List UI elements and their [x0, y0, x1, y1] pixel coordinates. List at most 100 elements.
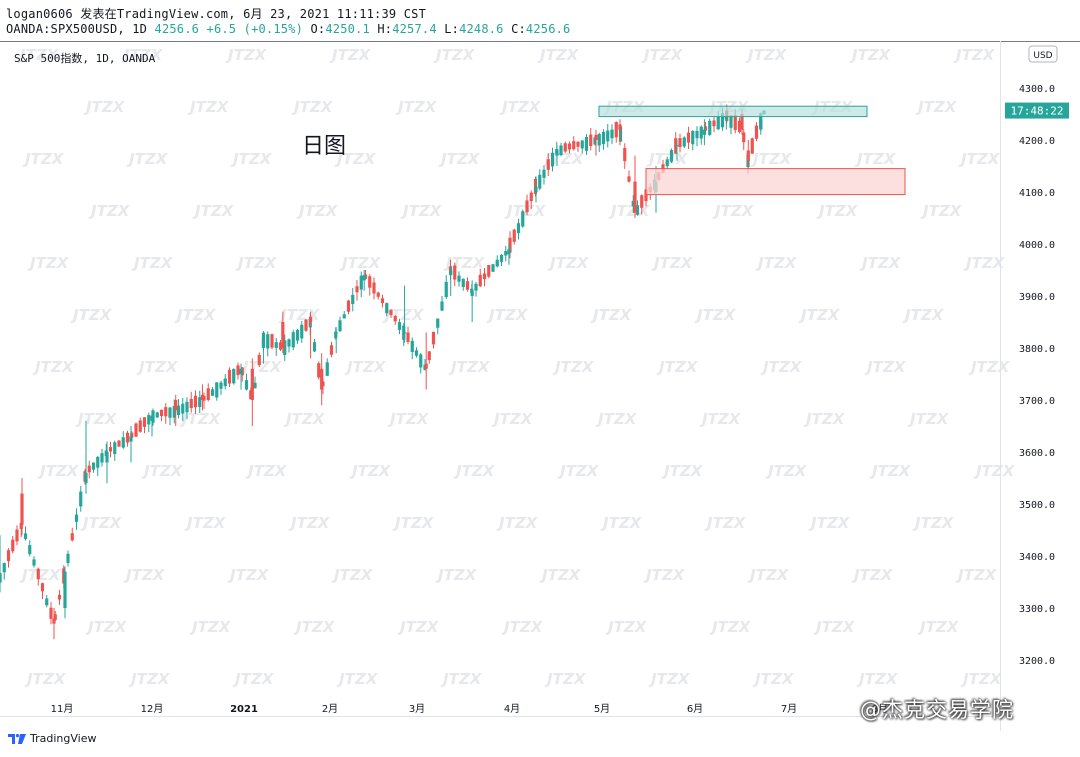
jtzx-watermark: JTZX: [245, 462, 288, 480]
jtzx-watermark: JTZX: [590, 306, 633, 324]
jtzx-watermark: JTZX: [227, 566, 270, 584]
tradingview-logo-icon: [8, 733, 26, 744]
candle: [96, 456, 100, 476]
candle: [487, 264, 491, 279]
price-tick-label: 3600.0: [1019, 448, 1055, 459]
candle: [20, 478, 24, 536]
jtzx-watermark: JTZX: [851, 566, 894, 584]
jtzx-watermark: JTZX: [136, 358, 179, 376]
candle: [601, 129, 606, 150]
candle: [281, 311, 285, 354]
candle: [49, 602, 53, 625]
candle: [117, 439, 121, 447]
candle: [87, 460, 91, 479]
candle: [449, 264, 453, 296]
price-tick-label: 3200.0: [1019, 656, 1055, 667]
candle: [181, 397, 185, 422]
candle: [206, 383, 210, 402]
currency-badge[interactable]: USD: [1028, 45, 1058, 63]
jtzx-watermark: JTZX: [448, 358, 491, 376]
time-tick-label: 3月: [409, 703, 425, 715]
candle: [729, 114, 733, 135]
jtzx-watermark: JTZX: [798, 306, 841, 324]
candle: [351, 287, 355, 312]
resistance-zone[interactable]: [598, 105, 868, 118]
jtzx-watermark: JTZX: [915, 98, 958, 116]
jtzx-watermark: JTZX: [747, 566, 790, 584]
candle: [699, 125, 703, 145]
candle: [70, 527, 74, 542]
candle: [91, 462, 96, 473]
candle: [559, 142, 563, 157]
candle: [142, 417, 147, 434]
jtzx-watermark: JTZX: [192, 202, 235, 220]
candle: [402, 285, 407, 343]
candle: [453, 262, 457, 287]
price-tick-label: 3900.0: [1019, 292, 1055, 303]
time-axis[interactable]: 11月 12月 2021 2月 3月 4月 5月 6月 7月 8月: [51, 703, 889, 715]
candle: [635, 200, 640, 216]
candle: [338, 316, 342, 332]
candle: [325, 358, 329, 377]
jtzx-watermark: JTZX: [699, 410, 742, 428]
time-tick-label: 6月: [687, 703, 703, 715]
jtzx-watermark: JTZX: [184, 514, 227, 532]
publish-info: logan0606 发表在TradingView.com, 6月 23, 202…: [6, 7, 427, 21]
candle: [129, 426, 133, 463]
candle: [210, 387, 215, 396]
jtzx-watermark: JTZX: [75, 410, 118, 428]
candle: [329, 341, 334, 358]
candle: [342, 310, 346, 319]
candle: [215, 382, 219, 401]
candle: [424, 332, 428, 390]
candle: [742, 129, 746, 151]
candle: [627, 170, 631, 183]
candle: [147, 412, 151, 433]
support-zone[interactable]: [645, 168, 906, 196]
jtzx-watermark: JTZX: [712, 202, 755, 220]
candle: [253, 376, 257, 389]
jtzx-watermark: JTZX: [963, 254, 1006, 272]
jtzx-watermark: JTZX: [496, 514, 539, 532]
tradingview-footer[interactable]: TradingView: [8, 732, 96, 745]
high-label: H:: [377, 22, 393, 36]
jtzx-watermark: JTZX: [17, 46, 60, 64]
jtzx-watermark: JTZX: [392, 514, 435, 532]
candle: [150, 410, 154, 437]
candle: [176, 399, 181, 419]
candle: [261, 332, 266, 364]
candle: [669, 148, 674, 163]
candle: [320, 353, 324, 406]
jtzx-watermark: JTZX: [141, 462, 184, 480]
candle: [695, 126, 699, 147]
jtzx-watermark: JTZX: [955, 566, 998, 584]
candle: [682, 136, 686, 149]
candle: [594, 129, 598, 156]
price-axis[interactable]: 4300.0 4200.0 4100.0 4000.0 3900.0 3800.0 3700…: [1019, 84, 1055, 667]
time-tick-label: 11月: [51, 703, 74, 715]
candle: [346, 299, 351, 315]
zones-layer: [598, 105, 906, 196]
jtzx-watermark: JTZX: [605, 618, 648, 636]
jtzx-watermark: JTZX: [745, 46, 788, 64]
candle: [521, 209, 525, 228]
jtzx-watermark: JTZX: [968, 358, 1011, 376]
time-axis-divider: [0, 716, 1000, 717]
candle: [491, 264, 495, 272]
candle: [678, 133, 682, 153]
candle: [74, 508, 79, 530]
candle: [236, 362, 240, 380]
jtzx-watermark: JTZX: [235, 254, 278, 272]
jtzx-watermark: JTZX: [595, 410, 638, 428]
candle: [759, 114, 763, 135]
candle: [368, 274, 372, 296]
candle: [266, 331, 270, 357]
candle: [108, 441, 113, 458]
jtzx-watermark: JTZX: [920, 202, 963, 220]
candle: [737, 117, 742, 134]
open-value: 4250.1: [325, 22, 370, 36]
jtzx-watermark: JTZX: [803, 410, 846, 428]
price-change: +6.5 (+0.15%): [206, 22, 304, 36]
close-label: C:: [511, 22, 526, 36]
